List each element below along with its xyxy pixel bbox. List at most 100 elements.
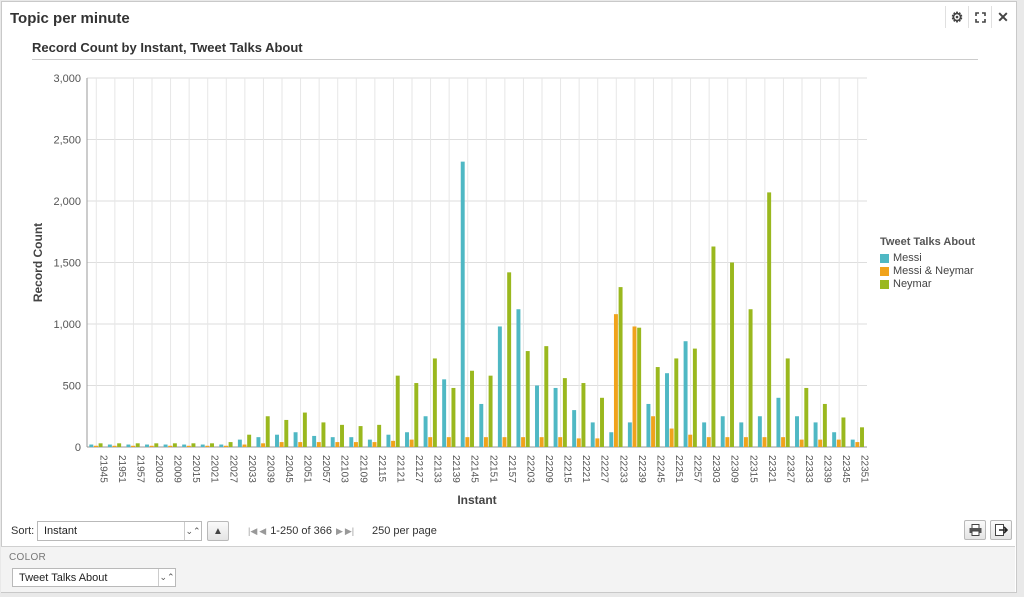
bar-neymar (600, 397, 604, 447)
bar-messi (107, 444, 112, 447)
next-page-icon[interactable]: ▶ (335, 525, 343, 536)
x-tick-label: 22351 (859, 455, 870, 483)
x-tick-label: 22051 (302, 455, 313, 483)
bar-messi (460, 161, 465, 447)
bar-messi-neymar (762, 437, 767, 447)
legend-swatch-messi (880, 253, 889, 263)
bar-messi (89, 444, 94, 447)
per-page-label[interactable]: 250 per page (372, 525, 437, 537)
title-divider (32, 59, 978, 60)
chart-controls: Sort: Instant ⌄⌃ ▲ |◀ ◀ 1-250 of 366 ▶ ▶… (2, 518, 1016, 544)
x-tick-label: 21945 (97, 455, 108, 483)
sort-select[interactable]: Instant ⌄⌃ (37, 521, 202, 541)
bar-neymar (785, 358, 790, 447)
pager: |◀ ◀ 1-250 of 366 ▶ ▶| (247, 525, 355, 537)
expand-icon[interactable] (968, 6, 991, 28)
bar-messi (312, 435, 317, 447)
bar-messi (219, 444, 224, 447)
prev-page-icon[interactable]: ◀ (259, 525, 267, 536)
bar-messi (832, 432, 837, 447)
panel-header: Topic per minute ⚙ ✕ (2, 2, 1016, 34)
bar-messi (405, 432, 409, 447)
bar-neymar (172, 443, 177, 447)
bar-messi (646, 403, 651, 447)
x-tick-label: 22139 (450, 455, 461, 483)
y-tick-label: 2,500 (53, 135, 81, 147)
x-tick-label: 21957 (134, 455, 145, 483)
bar-neymar (302, 412, 307, 447)
bar-neymar (470, 370, 474, 447)
bar-messi-neymar (261, 443, 266, 447)
x-tick-label: 22203 (524, 455, 535, 483)
triangle-up-icon: ▲ (213, 525, 223, 537)
bar-messi (293, 432, 298, 447)
bar-messi (497, 326, 502, 447)
bar-neymar (507, 272, 512, 447)
printer-icon (969, 524, 981, 536)
x-tick-label: 22145 (469, 455, 480, 483)
x-axis-title: Instant (457, 493, 496, 507)
x-tick-label: 22315 (747, 455, 758, 483)
bar-messi (795, 416, 799, 447)
color-label: COLOR (9, 552, 47, 563)
bar-messi-neymar (112, 445, 117, 447)
first-page-icon[interactable]: |◀ (248, 525, 258, 536)
bar-messi (813, 422, 818, 447)
x-tick-label: 22115 (376, 455, 387, 483)
legend-item-messi[interactable]: Messi (880, 252, 922, 264)
bar-messi-neymar (799, 439, 804, 447)
bar-messi-neymar (558, 437, 563, 447)
close-icon[interactable]: ✕ (991, 6, 1014, 28)
print-button[interactable] (964, 520, 986, 540)
x-tick-label: 22127 (413, 455, 424, 483)
bar-messi-neymar (855, 442, 860, 447)
bar-messi-neymar (521, 437, 526, 447)
bar-messi-neymar (93, 445, 98, 447)
color-select[interactable]: Tweet Talks About ⌄⌃ (12, 568, 176, 587)
chevron-updown-icon: ⌄⌃ (184, 522, 201, 540)
x-tick-label: 22245 (654, 455, 665, 483)
bar-neymar (860, 427, 864, 447)
legend-item-neymar[interactable]: Neymar (880, 278, 932, 290)
legend-swatch-messi-neymar (880, 266, 889, 276)
bar-messi (720, 416, 725, 447)
bar-neymar (228, 442, 233, 447)
bar-messi (200, 444, 205, 447)
x-tick-label: 22257 (692, 455, 703, 483)
x-tick-label: 22321 (766, 455, 777, 483)
bar-messi-neymar (186, 445, 191, 447)
bar-messi-neymar (651, 416, 656, 447)
y-axis-title: Record Count (31, 223, 45, 302)
export-button[interactable] (990, 520, 1012, 540)
last-page-icon[interactable]: ▶| (344, 525, 355, 536)
gear-icon[interactable]: ⚙ (945, 6, 968, 28)
bar-messi-neymar (298, 442, 303, 447)
bar-neymar (544, 346, 549, 447)
sort-direction-button[interactable]: ▲ (207, 521, 229, 541)
bar-messi-neymar (316, 442, 321, 447)
bar-neymar (730, 262, 734, 447)
x-tick-label: 22209 (543, 455, 554, 483)
bar-neymar (265, 416, 270, 447)
sort-select-value: Instant (44, 525, 78, 537)
bar-messi-neymar (483, 437, 488, 447)
legend-label: Neymar (893, 278, 932, 290)
x-tick-label: 22033 (246, 455, 257, 483)
x-tick-label: 22133 (432, 455, 443, 483)
legend-item-messi-neymar[interactable]: Messi & Neymar (880, 265, 974, 277)
bar-messi-neymar (446, 437, 451, 447)
bar-messi (739, 422, 744, 447)
sort-label: Sort: (11, 525, 35, 537)
bar-messi-neymar (539, 437, 544, 447)
bar-neymar (488, 375, 493, 447)
bar-neymar (767, 192, 772, 447)
bar-messi-neymar (149, 445, 154, 447)
bar-messi (237, 439, 242, 447)
bar-neymar (637, 327, 642, 447)
bar-messi (330, 437, 335, 447)
bar-messi (163, 444, 168, 447)
pager-range: 1-250 of 366 (270, 525, 332, 537)
x-tick-label: 22057 (320, 455, 331, 483)
x-tick-label: 22239 (636, 455, 647, 483)
bar-neymar (247, 434, 252, 447)
